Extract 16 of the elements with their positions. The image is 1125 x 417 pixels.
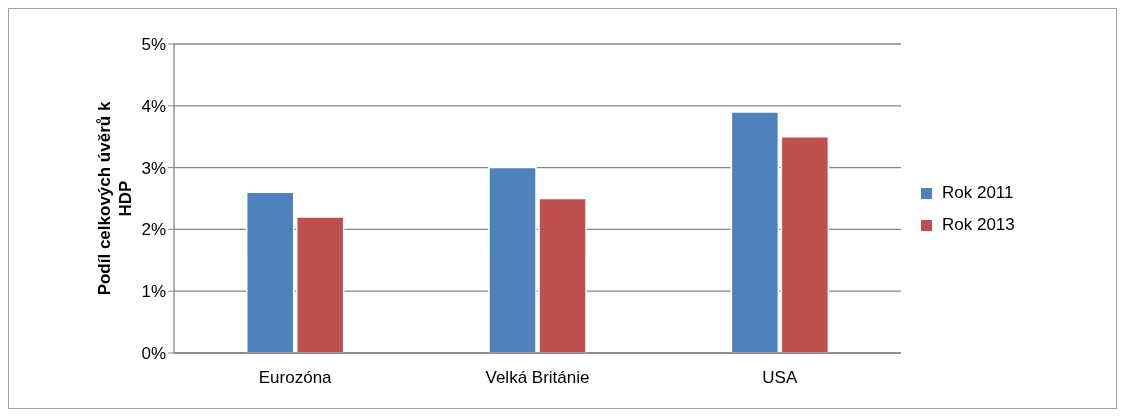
bar — [295, 216, 345, 353]
x-tick-label: Eurozóna — [258, 368, 333, 388]
bar — [730, 111, 780, 353]
y-tick-label: 4% — [141, 96, 166, 116]
y-tick-label: 2% — [141, 220, 166, 240]
y-tick-label: 0% — [141, 344, 166, 364]
y-tick-label: 3% — [141, 158, 166, 178]
y-axis-title: Podíl celkových úvěrů k HDP — [95, 101, 135, 296]
bar — [245, 191, 295, 353]
x-tick-label: Velká Británie — [485, 368, 590, 388]
legend-label: Rok 2011 — [942, 182, 1014, 202]
legend-label: Rok 2013 — [942, 214, 1015, 234]
x-tick-label: USA — [762, 368, 798, 388]
y-tick-label: 5% — [141, 35, 166, 55]
bar — [780, 135, 830, 353]
y-tick-label: 1% — [141, 282, 166, 302]
